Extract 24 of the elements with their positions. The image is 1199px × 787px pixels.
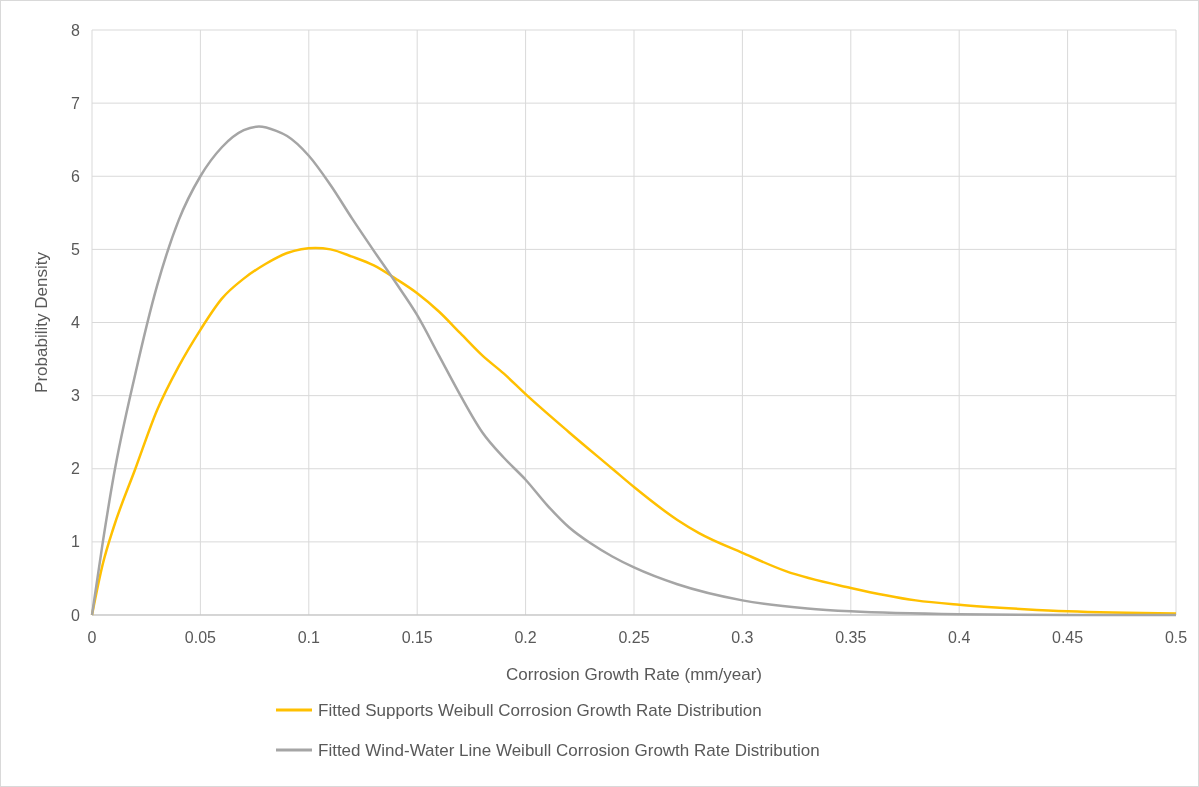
legend-label: Fitted Supports Weibull Corrosion Growth Rate Distribution xyxy=(318,700,762,720)
y-axis-title: Probability Density xyxy=(32,251,51,393)
legend-label: Fitted Wind-Water Line Weibull Corrosion Growth Rate Distribution xyxy=(318,740,820,760)
x-tick-label: 0.45 xyxy=(1052,629,1084,646)
x-tick-label: 0.3 xyxy=(731,629,754,646)
y-tick-label: 1 xyxy=(71,533,81,551)
x-axis-title: Corrosion Growth Rate (mm/year) xyxy=(505,665,763,684)
x-tick-label: 0.35 xyxy=(835,629,867,646)
x-tick-label: 0.25 xyxy=(618,629,650,646)
x-tick-label: 0.15 xyxy=(401,629,433,646)
x-tick-label: 0.1 xyxy=(297,629,321,646)
x-tick-label: 0.4 xyxy=(948,629,971,646)
y-tick-label: 6 xyxy=(71,167,81,185)
x-tick-label: 0 xyxy=(87,629,97,646)
y-tick-label: 4 xyxy=(71,314,81,332)
y-tick-label: 7 xyxy=(71,94,81,112)
x-tick-label: 0.05 xyxy=(184,629,217,646)
y-tick-label: 5 xyxy=(71,240,81,258)
x-tick-label: 0.2 xyxy=(514,629,537,646)
x-tick-label: 0.5 xyxy=(1164,629,1188,646)
y-tick-label: 0 xyxy=(71,606,81,624)
y-tick-label: 8 xyxy=(71,21,81,39)
y-tick-label: 3 xyxy=(71,387,81,405)
y-tick-label: 2 xyxy=(71,460,81,478)
